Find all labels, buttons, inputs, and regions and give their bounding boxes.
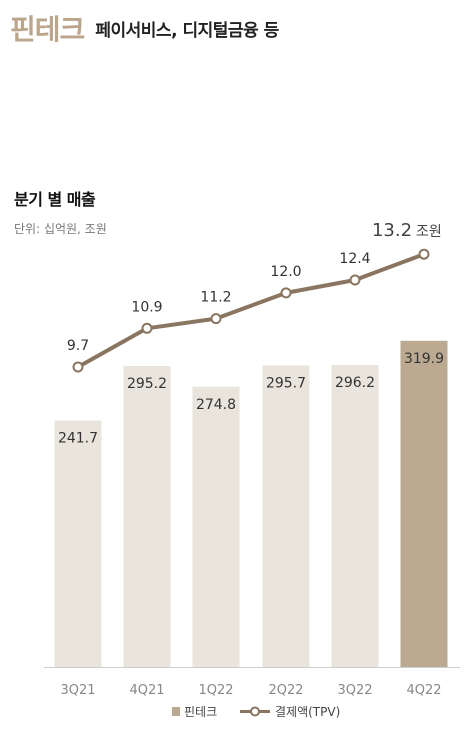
line-value-label: 12.4: [339, 251, 370, 267]
section-subtitle: 페이서비스, 디지털금융 등: [95, 20, 279, 41]
tpv-point: [210, 313, 222, 325]
x-tick-label: 3Q22: [337, 683, 372, 698]
line-value-label: 13.2: [372, 220, 412, 241]
bar-value-label: 319.9: [404, 351, 444, 367]
legend-bar-label: 핀테크: [184, 705, 217, 719]
bar-3q21: [54, 420, 102, 667]
line-unit-label: 조원: [416, 224, 442, 240]
line-value-label: 11.2: [200, 290, 231, 306]
tpv-point: [418, 248, 430, 260]
bar-2q22: [262, 365, 310, 667]
legend-bar-swatch: [172, 707, 180, 716]
tpv-point: [280, 287, 292, 299]
line-value-label: 12.0: [270, 264, 301, 280]
bar-value-label: 274.8: [196, 397, 236, 413]
x-tick-label: 2Q22: [268, 683, 303, 698]
legend-line-marker: [250, 706, 260, 717]
bar-value-label: 295.7: [266, 375, 306, 391]
bar-value-label: 296.2: [335, 375, 375, 391]
tpv-line: [77, 252, 425, 369]
x-tick-label: 1Q22: [198, 683, 233, 698]
tpv-point: [72, 361, 84, 373]
bar-value-label: 241.7: [58, 431, 98, 447]
chart-title: 분기 별 매출: [14, 190, 96, 209]
page-header: 핀테크 페이서비스, 디지털금융 등: [10, 8, 279, 48]
line-value-label: 9.7: [67, 338, 89, 354]
bar-1q22: [192, 386, 240, 667]
line-value-label: 10.9: [131, 299, 162, 315]
bar-3q22: [331, 364, 379, 667]
bar-4q21: [123, 365, 171, 667]
tpv-point: [141, 322, 153, 334]
unit-note: 단위: 십억원, 조원: [14, 222, 107, 236]
legend-line-label: 결제액(TPV): [275, 705, 340, 719]
section-title: 핀테크: [10, 13, 85, 46]
x-tick-label: 4Q22: [406, 683, 441, 698]
x-tick-label: 4Q21: [129, 683, 164, 698]
bar-4q22: [400, 340, 448, 667]
bar-value-label: 295.2: [127, 376, 167, 392]
x-tick-label: 3Q21: [60, 683, 95, 698]
tpv-point: [349, 274, 361, 286]
